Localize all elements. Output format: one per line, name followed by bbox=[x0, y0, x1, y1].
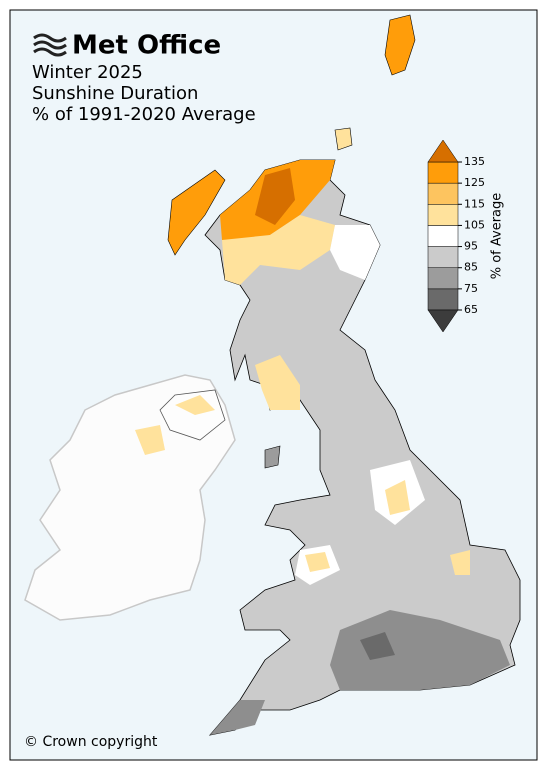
shade-ni bbox=[175, 395, 215, 415]
shade-highlands-yellow bbox=[222, 215, 335, 285]
colorbar-extend-high bbox=[427, 139, 459, 163]
colorbar-tick-label: 115 bbox=[464, 197, 485, 210]
shade-south-dark bbox=[360, 632, 395, 660]
shade-south-grey bbox=[330, 610, 510, 690]
title-line: Winter 2025 bbox=[32, 62, 143, 83]
legend-label: % of Average bbox=[490, 193, 505, 280]
colorbar-segment bbox=[427, 182, 459, 205]
colorbar-segment bbox=[427, 204, 459, 226]
outer-hebrides bbox=[167, 169, 226, 256]
colorbar-segment bbox=[427, 267, 459, 290]
shade-southwest-scotland bbox=[255, 355, 300, 410]
colorbar-segment bbox=[427, 288, 459, 311]
colorbar-tick-label: 105 bbox=[464, 218, 485, 231]
shetland bbox=[384, 14, 416, 76]
colorbar-segment bbox=[427, 161, 459, 184]
colorbar-extend-low bbox=[427, 309, 459, 333]
shade-east-anglia bbox=[450, 550, 470, 575]
orkney bbox=[334, 127, 353, 151]
colorbar-segment bbox=[427, 225, 459, 247]
northern-ireland bbox=[159, 389, 226, 441]
colorbar-tick-label: 125 bbox=[464, 176, 485, 189]
copyright: © Crown copyright bbox=[24, 734, 158, 750]
logo-mark bbox=[33, 33, 67, 57]
great-britain bbox=[204, 159, 521, 736]
title-line: Sunshine Duration bbox=[32, 83, 198, 104]
colorbar-segment bbox=[427, 246, 459, 268]
colorbar-tick-label: 65 bbox=[464, 303, 478, 316]
shade-wales-yellow bbox=[305, 552, 330, 572]
colorbar-tick-label: 75 bbox=[464, 282, 478, 295]
shade-highlands-brown bbox=[255, 168, 295, 225]
colorbar-tick-label: 95 bbox=[464, 240, 478, 253]
shade-ni-west bbox=[135, 425, 165, 455]
isle-of-man bbox=[264, 445, 281, 469]
ireland bbox=[24, 374, 236, 621]
shade-grampian-white bbox=[330, 225, 380, 280]
colorbar-tick-label: 85 bbox=[464, 261, 478, 274]
shade-yorkshire-yellow bbox=[385, 480, 410, 515]
logo-text: Met Office bbox=[72, 31, 221, 61]
colorbar-tick-label: 135 bbox=[464, 155, 485, 168]
title-line: % of 1991-2020 Average bbox=[32, 104, 256, 125]
colorbar: 65 75 85 95 105 115 125 135 bbox=[427, 139, 485, 333]
shade-cornwall bbox=[210, 700, 265, 735]
